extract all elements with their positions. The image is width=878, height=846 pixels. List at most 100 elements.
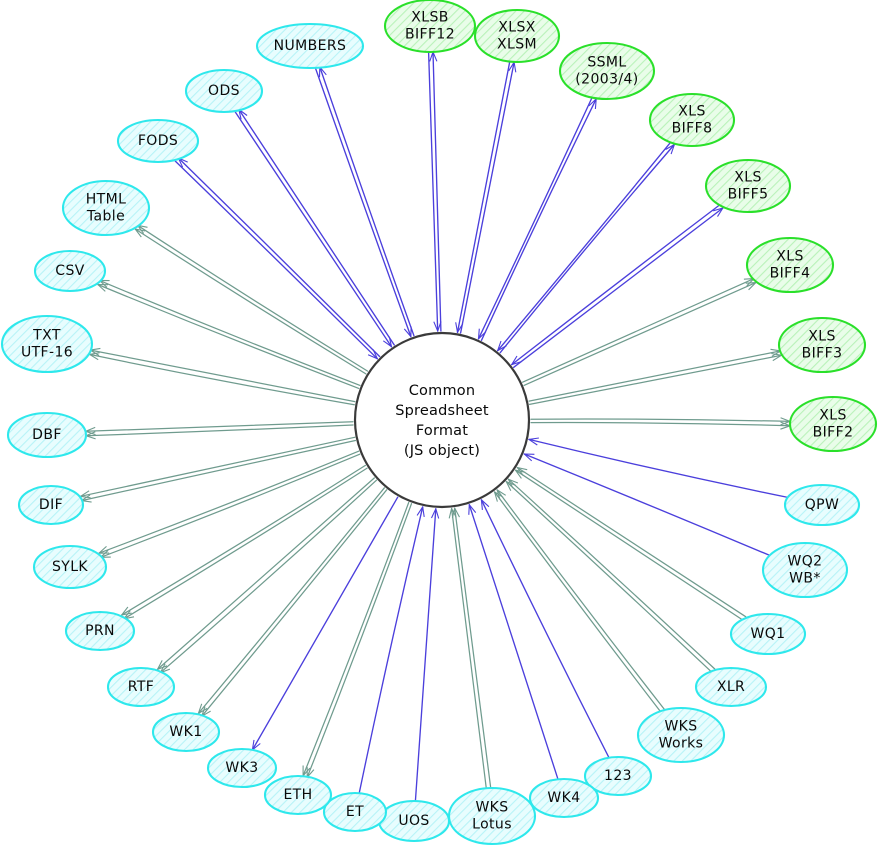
node-label: ET — [346, 804, 364, 820]
format-node-wkslotus[interactable]: WKS Lotus — [447, 786, 537, 846]
edge-prn — [123, 467, 368, 620]
format-node-ssml[interactable]: SSML (2003/4) — [558, 41, 656, 101]
node-ellipse[interactable] — [106, 666, 176, 708]
format-node-txt[interactable]: TXT UTF-16 — [0, 314, 94, 374]
node-ellipse[interactable] — [383, 0, 477, 54]
edge-ssml — [480, 98, 597, 341]
format-node-et[interactable]: ET — [322, 791, 388, 833]
edge-fods — [174, 160, 379, 360]
node-ellipse[interactable] — [636, 706, 726, 764]
edge-et — [358, 506, 425, 794]
edge-xls8 — [497, 141, 672, 352]
edge-uos — [414, 508, 440, 802]
edge-xls4 — [521, 277, 755, 383]
node-ellipse[interactable] — [33, 249, 107, 293]
format-node-qpw[interactable]: QPW — [783, 483, 861, 527]
edge-dif — [80, 439, 357, 503]
node-ellipse[interactable] — [17, 484, 85, 526]
center-circle[interactable] — [353, 331, 531, 509]
edge-xlr — [507, 478, 716, 670]
node-ellipse[interactable] — [528, 777, 600, 819]
node-label: XLS BIFF4 — [770, 249, 811, 282]
node-ellipse[interactable] — [32, 544, 108, 590]
format-node-ods[interactable]: ODS — [184, 68, 264, 114]
format-node-wk3[interactable]: WK3 — [206, 747, 278, 789]
node-ellipse[interactable] — [777, 316, 867, 374]
node-label: XLR — [717, 679, 745, 695]
format-node-wk4[interactable]: WK4 — [528, 777, 600, 819]
format-node-wq1[interactable]: WQ1 — [729, 612, 807, 656]
format-node-numbers[interactable]: NUMBERS — [255, 22, 365, 70]
format-node-prn[interactable]: PRN — [64, 610, 136, 652]
format-node-xlsb[interactable]: XLSB BIFF12 — [383, 0, 477, 54]
format-node-csv[interactable]: CSV — [33, 249, 107, 293]
format-node-xls3[interactable]: XLS BIFF3 — [777, 316, 867, 374]
node-ellipse[interactable] — [704, 158, 792, 214]
edge-txt — [89, 347, 356, 403]
format-node-sylk[interactable]: SYLK — [32, 544, 108, 590]
format-node-html[interactable]: HTML Table — [61, 179, 151, 237]
format-node-lotus123[interactable]: 123 — [583, 755, 653, 797]
format-node-dif[interactable]: DIF — [17, 484, 85, 526]
node-ellipse[interactable] — [64, 610, 136, 652]
edge-html — [136, 224, 369, 372]
format-node-eth[interactable]: ETH — [263, 774, 333, 816]
node-ellipse[interactable] — [761, 541, 849, 599]
format-node-xls8[interactable]: XLS BIFF8 — [648, 92, 736, 148]
node-ellipse[interactable] — [783, 483, 861, 527]
edge-wksworks — [493, 491, 662, 713]
format-node-wq2[interactable]: WQ2 WB* — [761, 541, 849, 599]
node-ellipse[interactable] — [263, 774, 333, 816]
format-node-xls5[interactable]: XLS BIFF5 — [704, 158, 792, 214]
node-label: QPW — [805, 497, 840, 513]
format-node-xls4[interactable]: XLS BIFF4 — [745, 236, 835, 294]
node-ellipse[interactable] — [788, 395, 878, 453]
node-ellipse[interactable] — [694, 666, 768, 708]
node-ellipse[interactable] — [745, 236, 835, 294]
edge-ssml — [477, 96, 593, 340]
node-label: XLSB BIFF12 — [405, 10, 455, 43]
format-node-fods[interactable]: FODS — [116, 118, 200, 164]
node-ellipse[interactable] — [61, 179, 151, 237]
node-label: 123 — [604, 768, 632, 784]
format-node-xls2[interactable]: XLS BIFF2 — [788, 395, 878, 453]
node-ellipse[interactable] — [648, 92, 736, 148]
node-ellipse[interactable] — [116, 118, 200, 164]
node-label: XLS BIFF3 — [802, 329, 843, 362]
node-label: WK4 — [547, 790, 580, 806]
node-ellipse[interactable] — [473, 8, 561, 64]
node-label: DIF — [39, 497, 63, 513]
node-label: SSML (2003/4) — [575, 55, 638, 88]
node-label: XLS BIFF5 — [728, 170, 769, 203]
edge-xlr — [505, 480, 713, 673]
node-ellipse[interactable] — [6, 411, 88, 459]
format-node-xlsx[interactable]: XLSX XLSM — [473, 8, 561, 64]
node-ellipse[interactable] — [151, 711, 221, 753]
node-ellipse[interactable] — [583, 755, 653, 797]
format-node-xlr[interactable]: XLR — [694, 666, 768, 708]
format-node-wk1[interactable]: WK1 — [151, 711, 221, 753]
node-ellipse[interactable] — [558, 41, 656, 101]
edge-lotus123 — [480, 499, 610, 759]
edge-wq2 — [523, 453, 771, 557]
node-ellipse[interactable] — [0, 314, 94, 374]
edge-dif — [79, 436, 356, 499]
edge-xls4 — [523, 281, 757, 387]
node-ellipse[interactable] — [729, 612, 807, 656]
format-node-uos[interactable]: UOS — [377, 799, 451, 843]
edge-xlsx — [459, 61, 517, 334]
format-node-rtf[interactable]: RTF — [106, 666, 176, 708]
node-ellipse[interactable] — [322, 791, 388, 833]
format-node-dbf[interactable]: DBF — [6, 411, 88, 459]
edge-dbf — [85, 421, 354, 436]
node-ellipse[interactable] — [255, 22, 365, 70]
format-node-wksworks[interactable]: WKS Works — [636, 706, 726, 764]
node-label: PRN — [85, 623, 115, 639]
edge-wkslotus — [451, 507, 492, 789]
edge-wksworks — [496, 489, 665, 710]
node-ellipse[interactable] — [184, 68, 264, 114]
edge-sylk — [99, 453, 361, 558]
node-label: HTML Table — [86, 192, 127, 225]
node-ellipse[interactable] — [206, 747, 278, 789]
center-node[interactable]: Common Spreadsheet Format (JS object) — [353, 331, 531, 509]
